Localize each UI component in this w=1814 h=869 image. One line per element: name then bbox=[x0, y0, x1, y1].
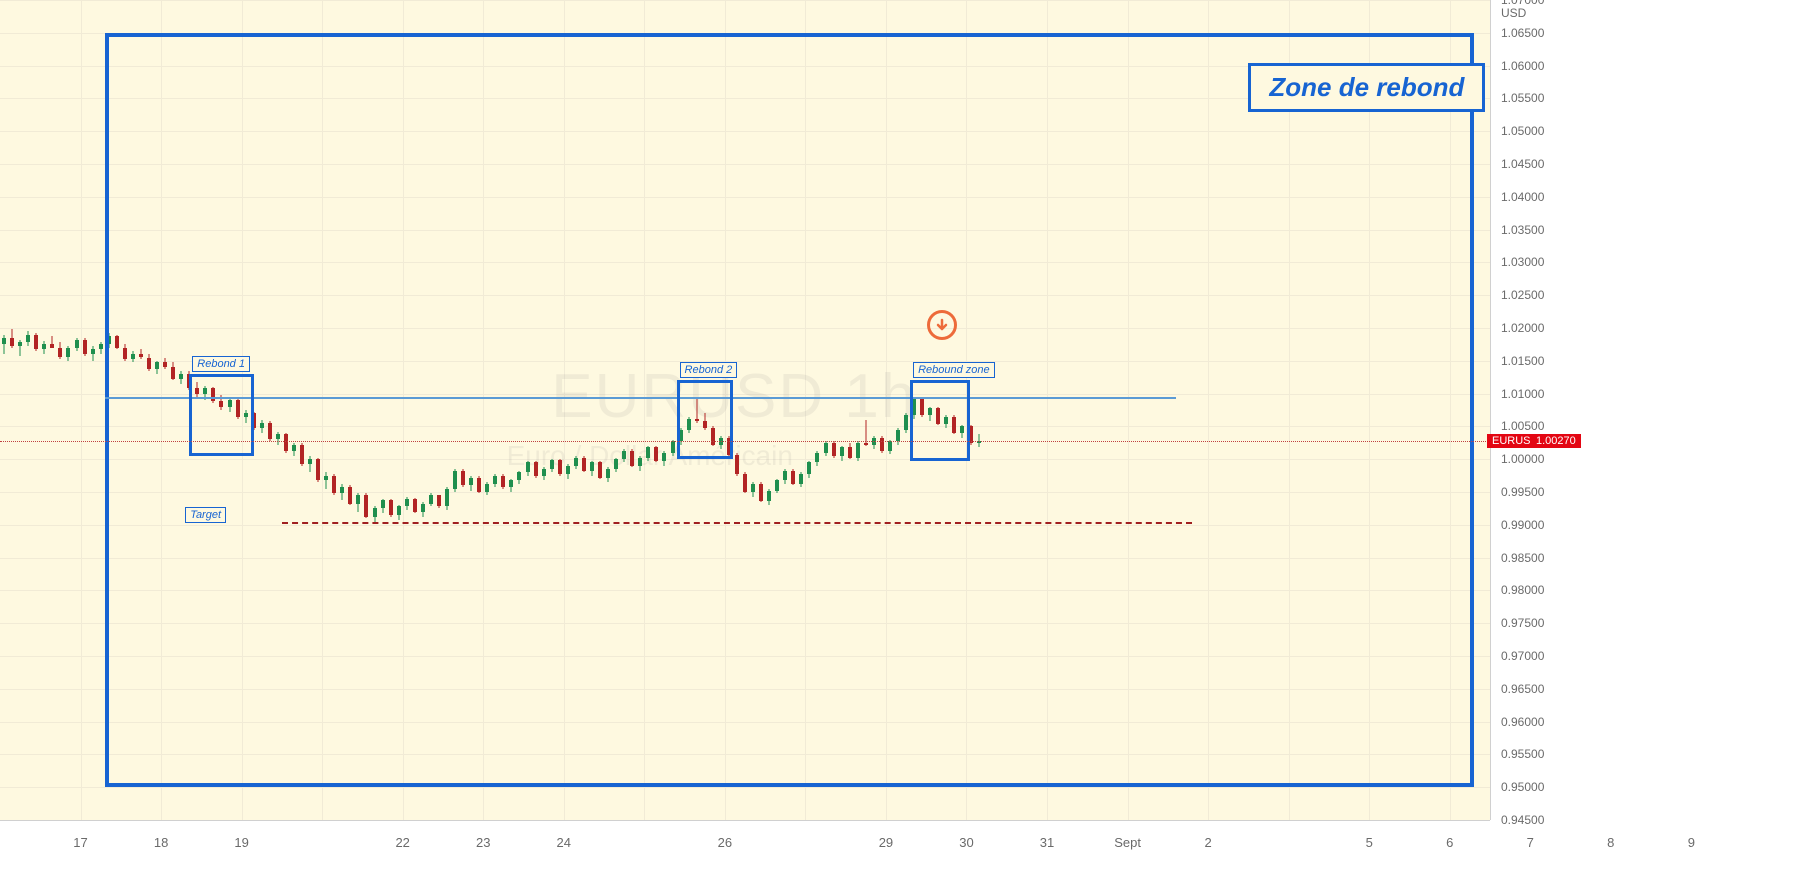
x-tick-label: 7 bbox=[1527, 835, 1534, 850]
y-tick-label: 0.96000 bbox=[1501, 715, 1544, 729]
y-tick-label: 0.96500 bbox=[1501, 682, 1544, 696]
x-tick-label: 19 bbox=[234, 835, 248, 850]
y-tick-label: 1.00000 bbox=[1501, 452, 1544, 466]
y-tick-label: 0.98500 bbox=[1501, 551, 1544, 565]
y-tick-label: 1.04000 bbox=[1501, 190, 1544, 204]
y-tick-label: 0.95500 bbox=[1501, 747, 1544, 761]
x-tick-label: 26 bbox=[718, 835, 732, 850]
candle bbox=[66, 346, 70, 360]
y-tick-label: 0.94500 bbox=[1501, 813, 1544, 827]
y-tick-label: 1.03500 bbox=[1501, 223, 1544, 237]
arrow-down-icon bbox=[927, 310, 957, 340]
rebound-zone-box bbox=[910, 380, 970, 460]
candle bbox=[91, 346, 95, 360]
x-tick-label: 24 bbox=[557, 835, 571, 850]
candle bbox=[58, 342, 62, 359]
y-tick-label: 1.00500 bbox=[1501, 419, 1544, 433]
x-tick-label: 8 bbox=[1607, 835, 1614, 850]
x-tick-label: 2 bbox=[1204, 835, 1211, 850]
current-price-line bbox=[0, 441, 1490, 442]
x-tick-label: 9 bbox=[1688, 835, 1695, 850]
candle bbox=[10, 329, 14, 347]
y-tick-label: 1.01000 bbox=[1501, 387, 1544, 401]
rebond-1-box-label: Rebond 1 bbox=[192, 356, 250, 372]
y-tick-label: 0.97500 bbox=[1501, 616, 1544, 630]
target-label: Target bbox=[185, 507, 226, 523]
y-axis-title: USD bbox=[1501, 6, 1526, 20]
y-tick-label: 0.99000 bbox=[1501, 518, 1544, 532]
x-tick-label: 6 bbox=[1446, 835, 1453, 850]
candle bbox=[2, 335, 6, 355]
y-tick-label: 1.02500 bbox=[1501, 288, 1544, 302]
rebound-zone-box-label: Rebound zone bbox=[913, 362, 995, 378]
target-line bbox=[282, 522, 1192, 524]
candle bbox=[18, 340, 22, 356]
y-tick-label: 0.98000 bbox=[1501, 583, 1544, 597]
rebond-1-box bbox=[189, 374, 253, 456]
candle bbox=[99, 342, 103, 354]
x-tick-label: 23 bbox=[476, 835, 490, 850]
y-tick-label: 1.04500 bbox=[1501, 157, 1544, 171]
x-tick-label: 31 bbox=[1040, 835, 1054, 850]
y-tick-label: 1.06500 bbox=[1501, 26, 1544, 40]
resistance-line bbox=[105, 397, 1176, 399]
y-tick-label: 1.05000 bbox=[1501, 124, 1544, 138]
candle bbox=[50, 336, 54, 348]
rebond-2-box bbox=[677, 380, 733, 459]
y-tick-label: 0.99500 bbox=[1501, 485, 1544, 499]
zone-rectangle bbox=[105, 33, 1474, 787]
y-axis: USD 0.945000.950000.955000.960000.965000… bbox=[1490, 0, 1580, 820]
x-tick-label: 18 bbox=[154, 835, 168, 850]
x-tick-label: 29 bbox=[879, 835, 893, 850]
candle bbox=[75, 338, 79, 351]
y-tick-label: 1.01500 bbox=[1501, 354, 1544, 368]
x-tick-label: 17 bbox=[73, 835, 87, 850]
y-tick-label: 1.03000 bbox=[1501, 255, 1544, 269]
x-tick-label: Sept bbox=[1114, 835, 1141, 850]
y-tick-label: 1.05500 bbox=[1501, 91, 1544, 105]
x-tick-label: 5 bbox=[1366, 835, 1373, 850]
y-tick-label: 1.02000 bbox=[1501, 321, 1544, 335]
y-tick-label: 1.07000 bbox=[1501, 0, 1544, 7]
price-tag-value: 1.00270 bbox=[1531, 434, 1581, 448]
x-tick-label: 22 bbox=[395, 835, 409, 850]
rebond-2-box-label: Rebond 2 bbox=[680, 362, 738, 378]
y-tick-label: 1.06000 bbox=[1501, 59, 1544, 73]
chart-plot-area[interactable]: EURUSD 1h Euro / Dollar Américain Zone d… bbox=[0, 0, 1490, 820]
y-tick-label: 0.97000 bbox=[1501, 649, 1544, 663]
candle bbox=[26, 331, 30, 346]
title-box: Zone de rebond bbox=[1248, 63, 1485, 112]
candle bbox=[42, 341, 46, 354]
y-tick-label: 0.95000 bbox=[1501, 780, 1544, 794]
candle bbox=[34, 333, 38, 351]
x-axis: 17181922232426293031Sept256789 bbox=[0, 820, 1490, 869]
candle bbox=[83, 338, 87, 355]
x-tick-label: 30 bbox=[959, 835, 973, 850]
